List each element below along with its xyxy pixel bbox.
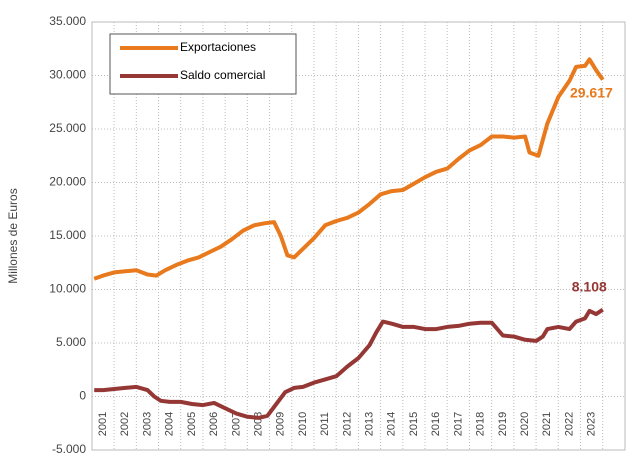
x-tick-label: 2001 xyxy=(97,412,109,436)
y-tick-label: 25.000 xyxy=(49,121,86,135)
x-tick-label: 2002 xyxy=(119,412,131,436)
x-tick-label: 2009 xyxy=(275,412,287,436)
x-tick-label: 2018 xyxy=(475,412,487,436)
series-line xyxy=(94,308,604,420)
x-tick-label: 2010 xyxy=(297,412,309,436)
series-line xyxy=(93,57,605,281)
x-tick-label: 2003 xyxy=(141,412,153,436)
x-tick-label: 2006 xyxy=(208,412,220,436)
x-tick-label: 2017 xyxy=(452,412,464,436)
x-tick-label: 2019 xyxy=(497,412,509,436)
y-tick-label: 30.000 xyxy=(49,68,86,82)
x-tick-label: 2022 xyxy=(563,412,575,436)
x-tick-label: 2021 xyxy=(541,412,553,436)
x-tick-label: 2013 xyxy=(364,412,376,436)
legend-label: Exportaciones xyxy=(180,40,256,54)
x-tick-label: 2004 xyxy=(164,412,176,436)
data-label: 8.108 xyxy=(572,278,607,294)
y-tick-label: 10.000 xyxy=(49,282,86,296)
x-tick-label: 2007 xyxy=(230,412,242,436)
y-tick-label: -5.000 xyxy=(52,442,86,456)
y-axis-label: Millones de Euros xyxy=(6,188,20,283)
y-tick-label: 15.000 xyxy=(49,228,86,242)
legend-label: Saldo comercial xyxy=(180,68,265,82)
y-tick-label: 20.000 xyxy=(49,175,86,189)
x-tick-label: 2014 xyxy=(386,412,398,436)
y-tick-label: 35.000 xyxy=(49,14,86,28)
x-tick-label: 2011 xyxy=(319,412,331,436)
x-tick-label: 2005 xyxy=(186,412,198,436)
y-tick-label: 0 xyxy=(79,389,86,403)
x-tick-label: 2020 xyxy=(519,412,531,436)
legend-box xyxy=(109,33,297,95)
data-label: 29.617 xyxy=(570,84,613,100)
x-tick-label: 2016 xyxy=(430,412,442,436)
x-tick-label: 2015 xyxy=(408,412,420,436)
x-tick-label: 2023 xyxy=(586,412,598,436)
x-tick-label: 2012 xyxy=(341,412,353,436)
y-tick-label: 5.000 xyxy=(56,335,86,349)
